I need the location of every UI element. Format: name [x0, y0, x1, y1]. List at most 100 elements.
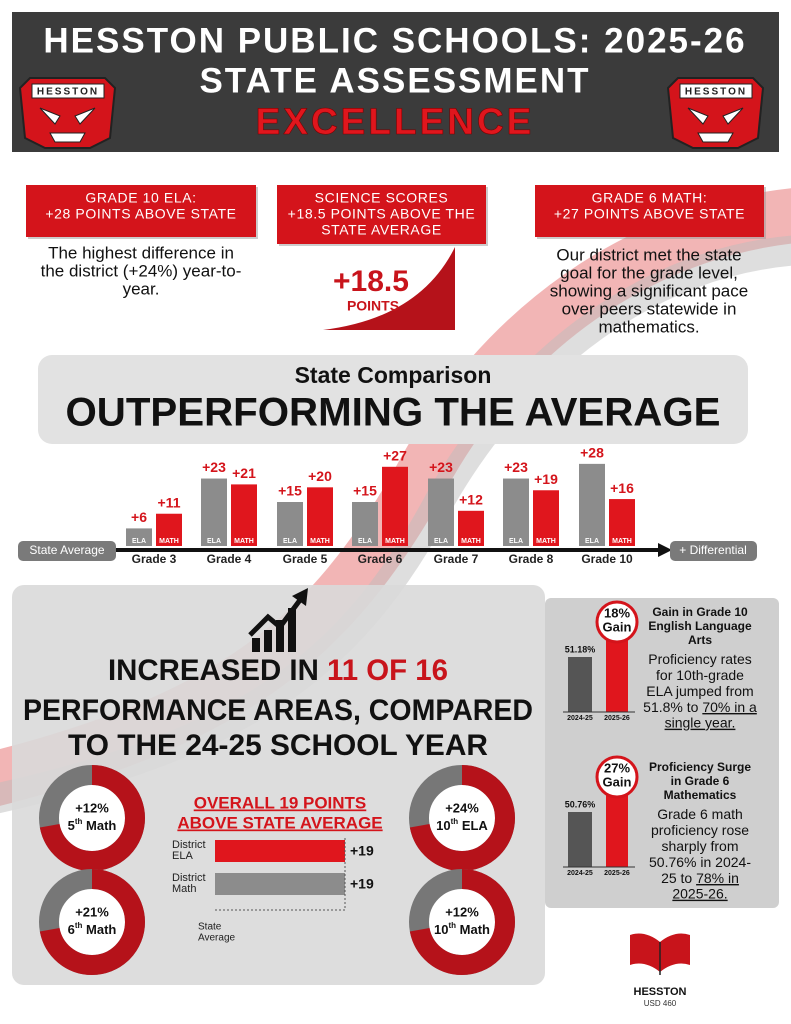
- progress-panel: [12, 585, 545, 985]
- gain-body: Proficiency rates: [648, 651, 751, 667]
- gain-body-underlined: 70% in a: [702, 699, 757, 715]
- footer-name: HESSTON: [634, 986, 687, 998]
- donut-value: +12%: [75, 800, 109, 815]
- grade-label: Grade 7: [434, 552, 479, 566]
- axis-label-right: + Differential: [679, 543, 746, 557]
- gain-badge-value: 27%: [604, 760, 630, 775]
- comparison-box: [38, 355, 748, 444]
- gain-body: 50.76% in 2024-: [649, 854, 751, 870]
- gain-body: sharply from: [661, 838, 738, 854]
- science-number: +18.5: [333, 265, 409, 298]
- grade-label: Grade 4: [207, 552, 252, 566]
- bar: [201, 478, 227, 546]
- bar: [503, 478, 529, 546]
- bar: [126, 528, 152, 546]
- donut-subject: ELA: [458, 818, 488, 833]
- header-highlight: EXCELLENCE: [256, 101, 535, 142]
- donut-grade: 10: [436, 818, 450, 833]
- donut-subject: Math: [82, 818, 116, 833]
- gain-body-underlined: single year.: [665, 715, 736, 731]
- logo-band: [31, 83, 105, 99]
- logo: HESSTON: [18, 77, 117, 149]
- bar: [428, 478, 454, 546]
- bar-value-label: +15: [278, 483, 302, 499]
- gain-body-text: Grade 6 math: [657, 806, 743, 822]
- card-heading-bg: [535, 185, 764, 237]
- bar: [533, 490, 559, 546]
- bar-value-label: +23: [504, 459, 528, 475]
- science-unit: POINTS: [347, 298, 399, 314]
- bar-value-label: +11: [158, 494, 181, 510]
- donut-value: +21%: [75, 904, 109, 919]
- bar-value-label: +12: [459, 492, 483, 508]
- gain-badge-value: 18%: [604, 605, 630, 620]
- overall-baseline-label: Average: [198, 933, 236, 944]
- bar-series-label: ELA: [207, 538, 221, 545]
- card-heading: GRADE 6 MATH:: [592, 190, 708, 206]
- prior-label: 50.76%: [565, 799, 596, 809]
- gain-body-text: proficiency rose: [651, 822, 749, 838]
- bar-value-label: +21: [232, 465, 256, 481]
- grade-label: Grade 8: [509, 552, 554, 566]
- header-band: [12, 12, 779, 152]
- science-graphic: [323, 247, 455, 330]
- bar-series-label: MATH: [310, 538, 330, 545]
- prior-label: 51.18%: [565, 644, 596, 654]
- overall-row-label: District: [172, 839, 206, 851]
- donut-suffix: th: [451, 817, 459, 826]
- card-body: the district (+24%) year-to-: [41, 261, 242, 280]
- card-heading: +18.5 POINTS ABOVE THE: [288, 206, 476, 222]
- bar: [352, 502, 378, 546]
- bar-value-label: +23: [202, 459, 226, 475]
- card-heading: STATE AVERAGE: [321, 222, 442, 238]
- bar-series-label: ELA: [509, 538, 523, 545]
- overall-row-label: District: [172, 872, 206, 884]
- donut-label: 5th Math: [68, 817, 117, 833]
- overall-title: OVERALL 19 POINTS: [194, 793, 367, 812]
- overall-bar: [215, 873, 345, 895]
- card-body: goal for the grade level,: [560, 263, 738, 282]
- card-body: mathematics.: [598, 317, 699, 336]
- header-title: STATE ASSESSMENT: [199, 61, 590, 100]
- bar-value-label: +15: [353, 483, 377, 499]
- card-body: Our district met the state: [556, 245, 741, 264]
- logo-face: [687, 107, 744, 143]
- gain-title: Arts: [688, 633, 712, 647]
- gain-body: 25 to 78% in: [661, 870, 739, 886]
- bar-series-label: MATH: [385, 538, 405, 545]
- prior-bar: [568, 657, 592, 712]
- gain-title: English Language: [648, 619, 752, 633]
- gains-panel: [545, 598, 779, 908]
- bar-value-label: +23: [429, 459, 453, 475]
- gain-badge: [595, 755, 639, 799]
- card-body: over peers statewide in: [562, 299, 737, 318]
- donut-arc: [39, 765, 145, 871]
- current-bar: [606, 628, 628, 712]
- progress-headline: INCREASED IN 11 OF 16: [108, 654, 448, 687]
- bar-series-label: MATH: [159, 538, 179, 545]
- gain-body: 51.8% to 70% in a: [643, 699, 757, 715]
- growth-arrowhead: [292, 588, 308, 606]
- gain-body-underlined: 78% in: [696, 870, 739, 886]
- comparison-subtitle: State Comparison: [295, 362, 492, 388]
- overall-row-label: ELA: [172, 850, 193, 862]
- bar: [609, 499, 635, 546]
- card-body: year.: [123, 279, 160, 298]
- axis-pill: [18, 541, 116, 561]
- year-label: 2024-25: [567, 870, 593, 877]
- bar-value-label: +20: [308, 468, 332, 484]
- progress-headline: TO THE 24-25 SCHOOL YEAR: [68, 729, 488, 762]
- donut-label: 10th Math: [434, 921, 490, 937]
- header-title: HESSTON PUBLIC SCHOOLS: 2025-26: [43, 21, 746, 60]
- bar-series-label: ELA: [132, 538, 146, 545]
- gain-body: for 10th-grade: [656, 667, 744, 683]
- bar: [231, 484, 257, 546]
- overall-row-label: Math: [172, 883, 196, 895]
- donut-subject: Math: [456, 922, 490, 937]
- donut-arc: [409, 869, 515, 975]
- gain-body-underlined: 2025-26.: [672, 886, 727, 902]
- donut-value: +24%: [445, 800, 479, 815]
- grade-label: Grade 10: [581, 552, 633, 566]
- progress-headline: PERFORMANCE AREAS, COMPARED: [23, 694, 533, 727]
